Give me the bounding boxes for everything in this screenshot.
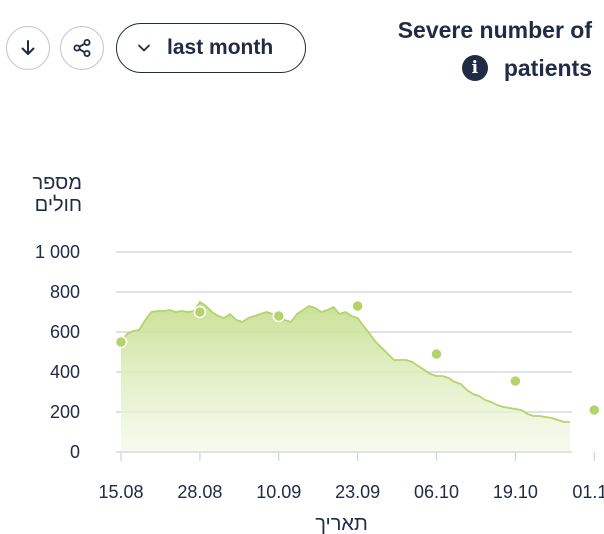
data-point-marker xyxy=(272,309,286,323)
y-tick-label: 400 xyxy=(50,362,80,382)
chart-title-line2: patients xyxy=(503,55,592,81)
info-icon[interactable]: i xyxy=(461,55,488,81)
date-range-label: last month xyxy=(167,36,274,59)
chart-title: Severe number of i patients xyxy=(398,14,592,84)
data-point-marker xyxy=(430,347,443,361)
x-tick-label: 23.09 xyxy=(335,482,380,502)
y-axis-label-line2: חולים xyxy=(34,194,82,216)
series-area-fill xyxy=(121,302,570,452)
y-tick-label: 1 000 xyxy=(35,242,80,262)
y-tick-label: 200 xyxy=(50,402,80,422)
data-point-marker xyxy=(193,305,207,319)
x-tick-labels: 15.08 28.08 10.09 23.09 06.10 19.10 01.11 xyxy=(98,482,604,502)
x-tick-label: 28.08 xyxy=(177,482,222,502)
y-tick-label: 0 xyxy=(70,442,80,462)
x-tick-label: 10.09 xyxy=(256,482,301,502)
series-markers xyxy=(114,299,601,417)
y-tick-labels: 0 200 400 600 800 1 000 xyxy=(35,242,80,462)
chart-toolbar: last month xyxy=(6,23,306,73)
download-button[interactable] xyxy=(6,26,50,70)
x-tick-label: 01.11 xyxy=(572,482,604,502)
arrow-down-icon xyxy=(21,40,35,55)
share-icon xyxy=(73,39,91,57)
x-axis xyxy=(116,451,595,461)
y-axis-label-line1: מספר xyxy=(32,172,82,194)
x-tick-label: 15.08 xyxy=(98,482,143,502)
data-point-marker xyxy=(351,299,364,313)
data-point-marker xyxy=(509,374,522,388)
chart-title-line1: Severe number of xyxy=(397,17,592,43)
y-tick-label: 800 xyxy=(50,282,80,302)
share-button[interactable] xyxy=(60,26,104,70)
data-point-marker xyxy=(588,403,601,417)
series-area xyxy=(120,301,570,452)
date-range-dropdown[interactable]: last month xyxy=(116,23,306,73)
x-tick-label: 19.10 xyxy=(493,482,538,502)
chart-title-line2-row: i patients xyxy=(398,52,592,84)
x-tick-label: 06.10 xyxy=(414,482,459,502)
y-tick-label: 600 xyxy=(50,322,80,342)
y-axis-label: מספר חולים xyxy=(30,172,82,216)
data-point-marker xyxy=(114,335,128,349)
x-axis-label: תאריך xyxy=(315,513,368,534)
chevron-down-icon xyxy=(133,37,155,59)
